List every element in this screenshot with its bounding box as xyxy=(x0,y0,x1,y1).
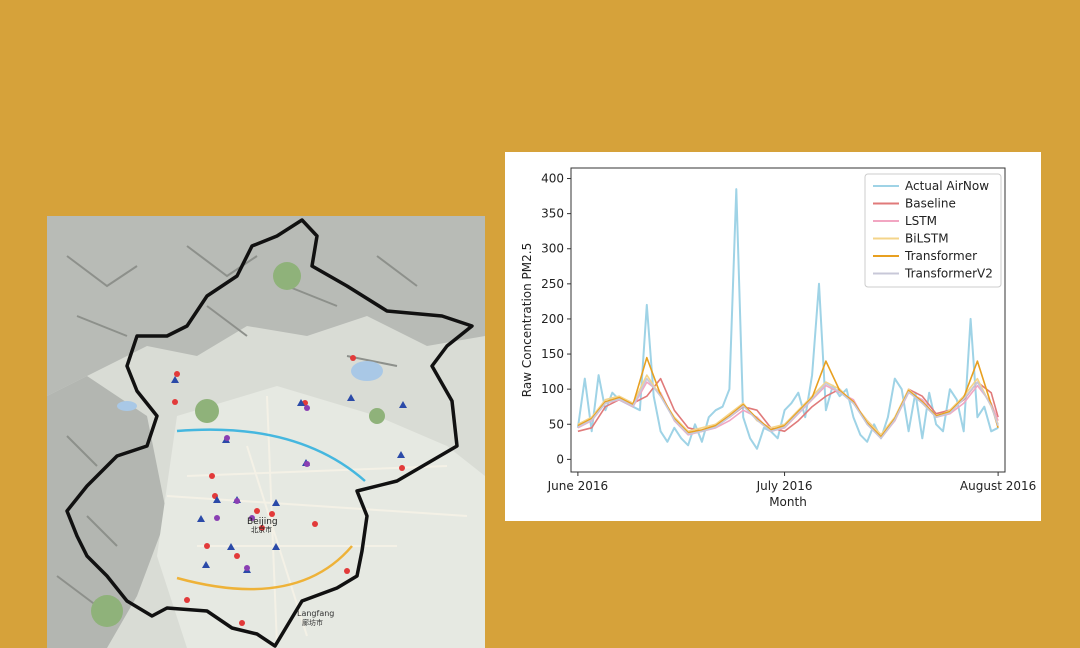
legend-label: BiLSTM xyxy=(905,232,949,246)
reservoir xyxy=(351,361,383,381)
x-axis-label: Month xyxy=(769,495,807,509)
x-tick-label: August 2016 xyxy=(960,479,1036,493)
series-line-baseline xyxy=(577,377,999,436)
terrain-ridges xyxy=(56,245,418,607)
y-tick-label: 350 xyxy=(541,207,564,221)
y-tick-label: 150 xyxy=(541,347,564,361)
y-axis-ticks: 0 50 100 150 200 250 300 350 400 xyxy=(541,172,571,466)
y-axis-label: Raw Concentration PM2.5 xyxy=(520,243,534,397)
beijing-map: Beijing 北京市 Langfang 廊坊市 xyxy=(47,216,485,648)
map-panel: Beijing 北京市 Langfang 廊坊市 xyxy=(47,216,485,648)
plot-area-frame xyxy=(570,167,1006,473)
plains-region xyxy=(157,386,485,648)
series-line-transformer xyxy=(577,356,999,438)
city-label-beijing-cn: 北京市 xyxy=(251,525,272,534)
legend-label: Actual AirNow xyxy=(905,179,989,193)
red-station-markers xyxy=(172,355,405,626)
x-axis-ticks: June 2016 July 2016 August 2016 xyxy=(547,472,1036,493)
mountain-region-north xyxy=(47,216,485,396)
series-line-transformerv2 xyxy=(577,377,999,440)
forest-patch xyxy=(91,595,123,627)
forest-patch xyxy=(369,408,385,424)
y-tick-label: 300 xyxy=(541,242,564,256)
roads xyxy=(166,395,468,647)
city-label-langfang: Langfang xyxy=(297,609,334,618)
mountain-region-west xyxy=(47,376,167,648)
y-tick-label: 200 xyxy=(541,312,564,326)
orange-arc xyxy=(176,545,353,591)
city-label-langfang-cn: 廊坊市 xyxy=(302,618,323,627)
series-line-actual-airnow xyxy=(576,188,999,450)
y-tick-label: 400 xyxy=(541,172,564,186)
series-layer xyxy=(576,188,999,450)
chart-panel: 0 50 100 150 200 250 300 350 400 June 2016 July 2… xyxy=(505,152,1041,521)
purple-station-markers xyxy=(214,405,310,571)
y-tick-label: 100 xyxy=(541,382,564,396)
y-tick-label: 50 xyxy=(549,417,564,431)
reservoir-west xyxy=(117,401,137,411)
pm25-line-chart: 0 50 100 150 200 250 300 350 400 June 2016 July 2… xyxy=(520,167,1036,509)
blue-arc xyxy=(176,428,366,482)
y-tick-label: 0 xyxy=(556,452,564,466)
forest-patch xyxy=(273,262,301,290)
legend-label: Transformer xyxy=(904,249,977,263)
legend-label: Baseline xyxy=(905,197,956,211)
forest-patch xyxy=(195,399,219,423)
legend-label: TransformerV2 xyxy=(904,267,993,281)
chart-legend: Actual AirNow Baseline LSTM BiLSTM Transform… xyxy=(864,173,1002,288)
x-tick-label: July 2016 xyxy=(756,479,813,493)
beijing-boundary xyxy=(65,218,474,648)
city-label-beijing: Beijing xyxy=(247,517,278,527)
y-tick-label: 250 xyxy=(541,277,564,291)
x-tick-label: June 2016 xyxy=(547,479,609,493)
legend-label: LSTM xyxy=(905,214,937,228)
legend-frame xyxy=(864,173,1002,288)
